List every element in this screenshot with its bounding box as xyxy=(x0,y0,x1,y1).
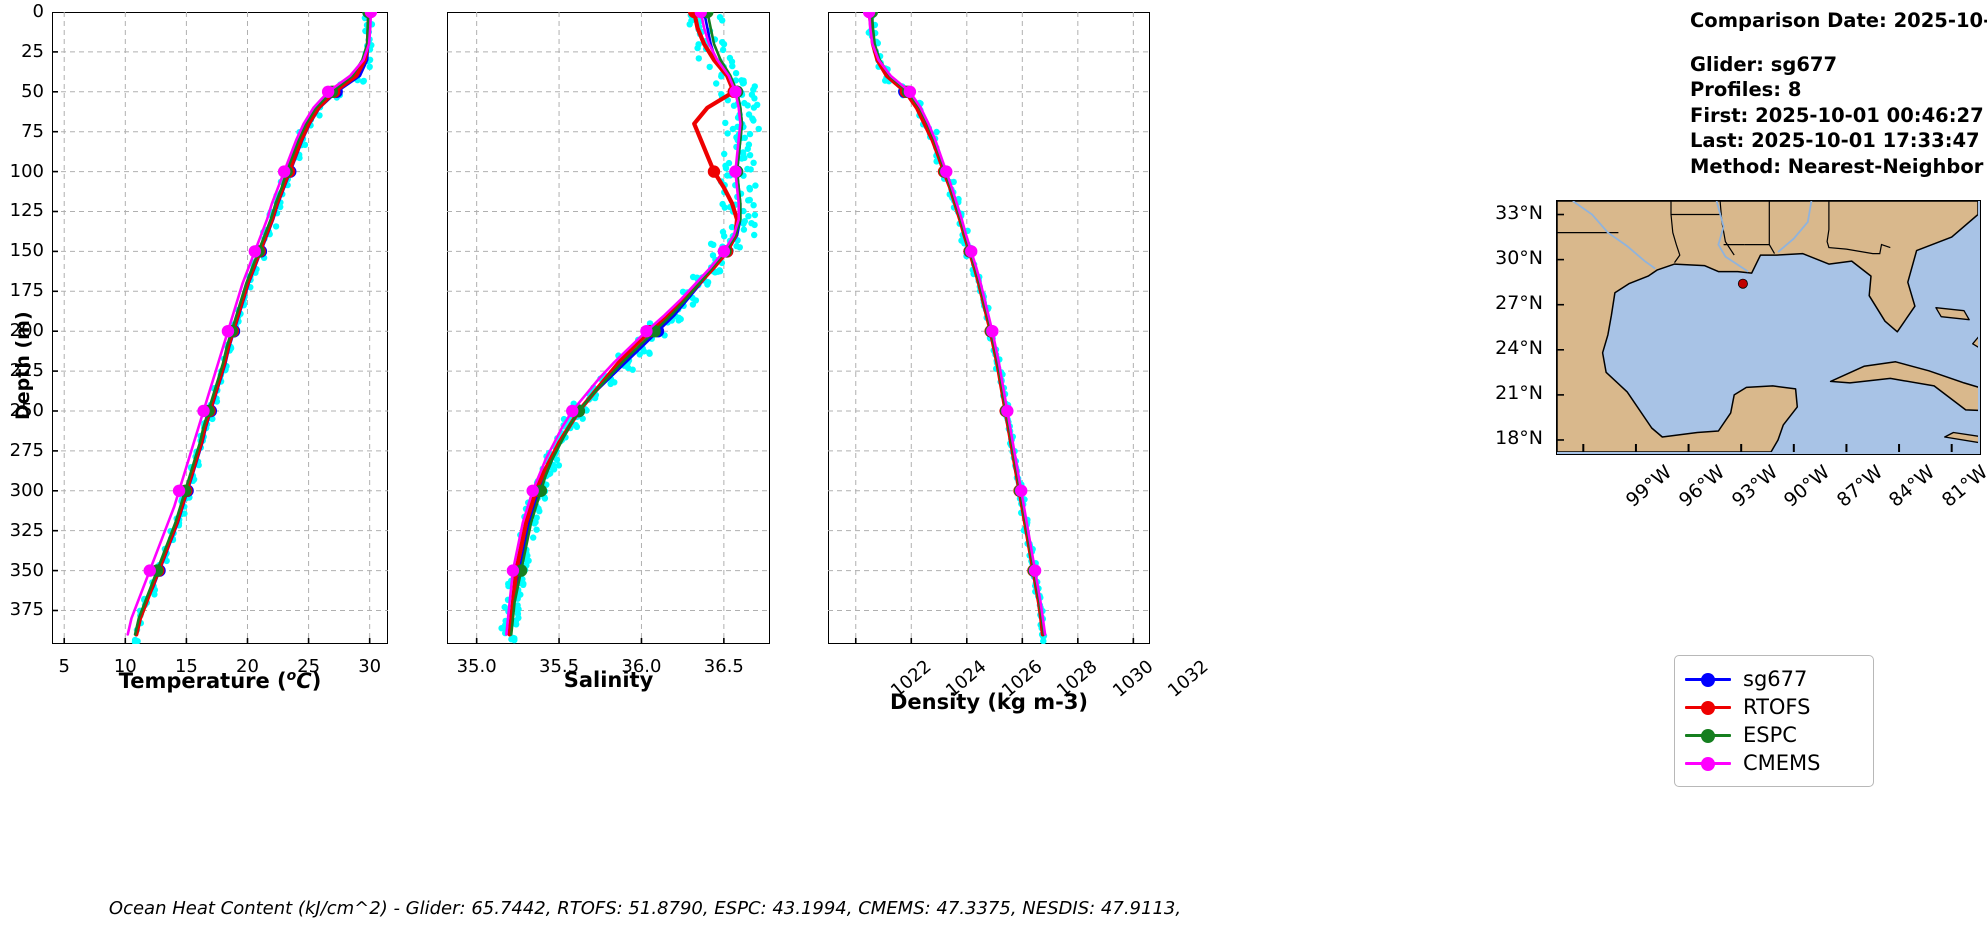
map-lat-tick-30: 30°N xyxy=(1495,246,1543,269)
depth-tick-175: 175 xyxy=(9,280,44,302)
density-axis-label: Density (kg m-3) xyxy=(889,690,1089,714)
legend-label: CMEMS xyxy=(1743,750,1821,775)
metadata-info-block: Comparison Date: 2025-10-01 Glider: sg67… xyxy=(1690,8,1987,179)
temperature-tick-5: 5 xyxy=(58,656,70,677)
legend-item-sg677[interactable]: sg677 xyxy=(1685,665,1861,693)
map-lat-tick-24: 24°N xyxy=(1495,336,1543,359)
legend-label: RTOFS xyxy=(1743,694,1811,719)
last-profile-time-line: Last: 2025-10-01 17:33:47 xyxy=(1690,129,1980,152)
series-legend: sg677 RTOFS ESPC CMEMS xyxy=(1674,655,1874,787)
legend-marker-icon-sg677 xyxy=(1685,671,1731,687)
legend-marker-icon-rtofs xyxy=(1685,699,1731,715)
ocean-heat-content-caption: Ocean Heat Content (kJ/cm^2) - Glider: 6… xyxy=(108,898,1182,919)
map-frame xyxy=(1556,200,1981,455)
legend-label: ESPC xyxy=(1743,722,1797,747)
depth-tick-100: 100 xyxy=(9,160,44,182)
salinity-profile-panel xyxy=(447,12,770,644)
profiles-count-line: Profiles: 8 xyxy=(1690,78,1802,101)
salinity-tick-36p5: 36.5 xyxy=(703,656,744,677)
map-lat-tick-18: 18°N xyxy=(1495,426,1543,449)
info-spacer xyxy=(1690,34,1980,52)
depth-tick-225: 225 xyxy=(9,360,44,382)
legend-item-espc[interactable]: ESPC xyxy=(1685,721,1861,749)
comparison-date-line: Comparison Date: 2025-10-01 xyxy=(1690,9,1987,32)
temperature-plot-canvas xyxy=(52,12,388,644)
salinity-axis-label: Salinity xyxy=(563,668,654,692)
depth-tick-275: 275 xyxy=(9,439,44,461)
map-graphics xyxy=(1557,201,1978,452)
depth-tick-0: 0 xyxy=(32,1,44,22)
temperature-tick-10: 10 xyxy=(113,656,137,677)
depth-tick-200: 200 xyxy=(9,320,44,342)
temperature-profile-panel xyxy=(52,12,388,644)
depth-tick-325: 325 xyxy=(9,519,44,541)
depth-tick-25: 25 xyxy=(21,40,44,62)
temperature-tick-20: 20 xyxy=(236,656,259,677)
depth-tick-300: 300 xyxy=(9,479,44,501)
density-plot-canvas xyxy=(828,12,1150,644)
glider-name-line: Glider: sg677 xyxy=(1690,52,1838,76)
legend-marker-icon-cmems xyxy=(1685,755,1731,771)
map-lat-tick-27: 27°N xyxy=(1495,291,1543,314)
location-map: 33°N 30°N 27°N 24°N 21°N 18°N 99°W 96°W 93°W 90°… xyxy=(1495,200,1987,512)
temperature-axis-label: Temperature (oC) xyxy=(118,668,322,693)
temperature-tick-25: 25 xyxy=(297,656,321,677)
depth-tick-50: 50 xyxy=(21,80,44,102)
density-tick-1032: 1032 xyxy=(1164,656,1213,702)
legend-marker-icon-espc xyxy=(1685,727,1731,743)
depth-tick-125: 125 xyxy=(9,200,44,222)
depth-tick-75: 75 xyxy=(21,120,44,142)
method-line: Method: Nearest-Neighbor xyxy=(1690,154,1984,178)
temperature-tick-30: 30 xyxy=(358,656,382,677)
salinity-tick-35p5: 35.5 xyxy=(539,656,580,677)
temperature-tick-15: 15 xyxy=(174,656,198,677)
first-profile-time-line: First: 2025-10-01 00:46:27 xyxy=(1690,103,1984,127)
map-lat-tick-33: 33°N xyxy=(1495,201,1543,224)
map-lat-tick-21: 21°N xyxy=(1495,381,1543,404)
legend-item-cmems[interactable]: CMEMS xyxy=(1685,749,1861,777)
depth-tick-250: 250 xyxy=(9,399,44,421)
salinity-tick-36: 36.0 xyxy=(621,656,662,677)
legend-label: sg677 xyxy=(1743,666,1808,691)
legend-item-rtofs[interactable]: RTOFS xyxy=(1685,693,1861,721)
depth-tick-375: 375 xyxy=(9,599,44,621)
depth-tick-150: 150 xyxy=(9,240,44,262)
salinity-tick-35: 35.0 xyxy=(456,656,497,677)
depth-tick-350: 350 xyxy=(9,559,44,581)
salinity-plot-canvas xyxy=(447,12,770,644)
